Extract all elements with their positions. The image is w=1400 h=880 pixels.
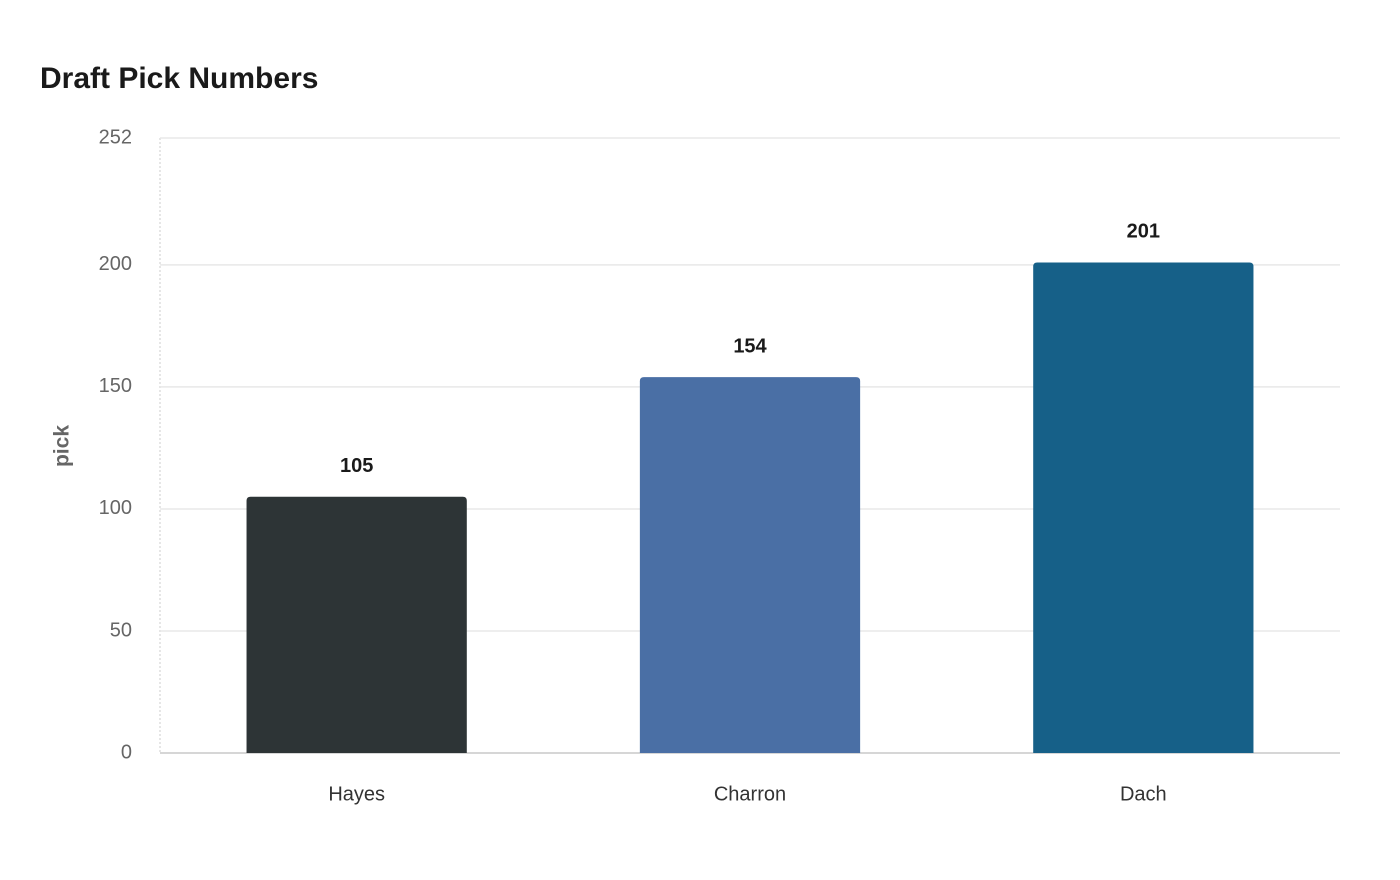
y-tick-label: 150 [99,375,132,397]
x-tick-label: Charron [714,783,786,805]
x-tick-label: Hayes [328,783,385,805]
bar [246,496,467,753]
y-tick-label: 0 [121,741,132,763]
y-axis-label: pick [51,425,74,467]
bar [1033,262,1254,753]
chart-title: Draft Pick Numbers [40,62,318,95]
y-tick-label: 252 [99,126,132,148]
bar [639,377,861,753]
y-tick-label: 200 [99,253,132,275]
data-label: 105 [340,455,373,477]
data-label: 154 [733,335,767,357]
data-label: 201 [1127,221,1160,243]
y-tick-label: 100 [99,497,132,519]
x-tick-label: Dach [1120,783,1167,805]
y-tick-label: 50 [110,619,132,641]
